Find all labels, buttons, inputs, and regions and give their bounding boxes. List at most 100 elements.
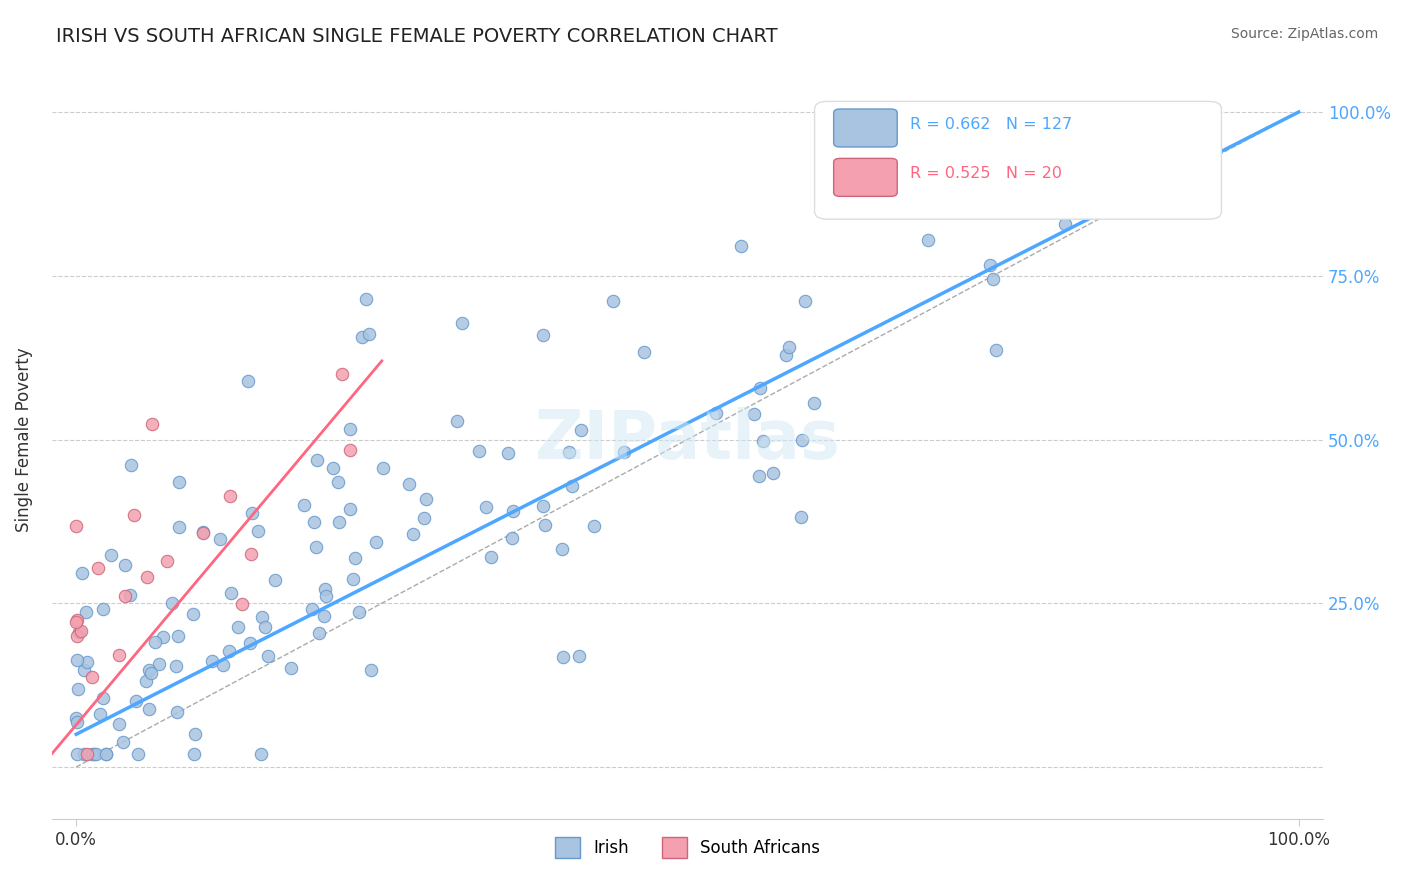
Irish [167, 475, 190, 489]
Irish [326, 475, 349, 489]
Irish [352, 330, 374, 344]
Irish [138, 663, 160, 677]
Irish [803, 396, 825, 410]
Irish [451, 316, 474, 330]
Irish [201, 654, 224, 668]
Irish [748, 468, 770, 483]
Irish [166, 705, 188, 719]
Irish [633, 345, 655, 359]
Irish [339, 422, 361, 436]
FancyBboxPatch shape [834, 159, 897, 196]
Irish [193, 525, 215, 540]
Irish [73, 747, 96, 761]
Irish [219, 586, 242, 600]
Irish [328, 516, 350, 530]
Irish [1054, 217, 1077, 231]
Irish [790, 433, 813, 447]
Irish [83, 747, 105, 761]
Irish [794, 293, 817, 308]
Irish [360, 664, 382, 678]
Irish [446, 414, 468, 428]
Irish [91, 691, 114, 706]
Irish [613, 445, 636, 459]
South Africans [69, 624, 91, 639]
South Africans [82, 670, 104, 684]
Irish [315, 589, 337, 603]
Irish [254, 620, 277, 634]
Irish [778, 340, 800, 354]
Irish [582, 518, 605, 533]
Irish [308, 625, 330, 640]
Irish [75, 606, 97, 620]
Text: R = 0.525   N = 20: R = 0.525 N = 20 [910, 166, 1062, 181]
South Africans [87, 561, 110, 575]
Irish [749, 381, 772, 395]
Irish [212, 658, 235, 673]
South Africans [65, 519, 87, 533]
Irish [80, 747, 103, 761]
South Africans [114, 589, 136, 603]
Irish [76, 655, 98, 669]
Irish [264, 574, 287, 588]
Irish [209, 533, 232, 547]
Irish [927, 205, 949, 219]
South Africans [107, 648, 129, 662]
South Africans [330, 367, 353, 381]
Irish [165, 659, 187, 673]
Irish [775, 348, 797, 362]
Irish [602, 293, 624, 308]
Irish [252, 610, 274, 624]
Text: R = 0.662   N = 127: R = 0.662 N = 127 [910, 117, 1073, 132]
Irish [257, 648, 280, 663]
Irish [531, 500, 554, 514]
Irish [730, 239, 752, 253]
South Africans [124, 508, 146, 522]
Irish [226, 620, 249, 634]
Irish [398, 477, 420, 491]
Irish [561, 479, 583, 493]
Irish [373, 460, 395, 475]
Irish [114, 558, 136, 572]
Irish [496, 446, 519, 460]
Irish [558, 445, 581, 459]
Irish [402, 527, 425, 541]
South Africans [156, 554, 179, 568]
Irish [305, 452, 328, 467]
Irish [305, 541, 328, 555]
Text: Source: ZipAtlas.com: Source: ZipAtlas.com [1230, 27, 1378, 41]
Irish [321, 461, 343, 475]
South Africans [135, 570, 157, 584]
Text: ZIPatlas: ZIPatlas [536, 407, 839, 473]
Irish [984, 343, 1007, 357]
Irish [981, 272, 1004, 286]
Irish [280, 661, 302, 675]
Irish [67, 624, 90, 639]
Irish [138, 702, 160, 716]
Irish [250, 747, 273, 761]
FancyBboxPatch shape [814, 102, 1222, 219]
Irish [762, 466, 785, 480]
Irish [339, 502, 361, 516]
Irish [125, 694, 148, 708]
Irish [475, 500, 498, 515]
Irish [89, 707, 111, 722]
Irish [979, 258, 1001, 272]
Irish [569, 423, 592, 437]
Irish [242, 506, 264, 520]
Irish [184, 727, 207, 741]
Irish [342, 572, 364, 586]
Irish [354, 293, 377, 307]
Irish [343, 550, 366, 565]
Irish [91, 602, 114, 616]
Irish [67, 681, 90, 696]
Irish [239, 636, 262, 650]
Irish [468, 443, 491, 458]
Irish [143, 635, 166, 649]
Irish [139, 666, 162, 681]
Irish [366, 534, 388, 549]
Irish [312, 608, 335, 623]
Irish [479, 550, 502, 565]
Irish [790, 509, 813, 524]
Irish [236, 374, 259, 388]
South Africans [240, 547, 263, 561]
